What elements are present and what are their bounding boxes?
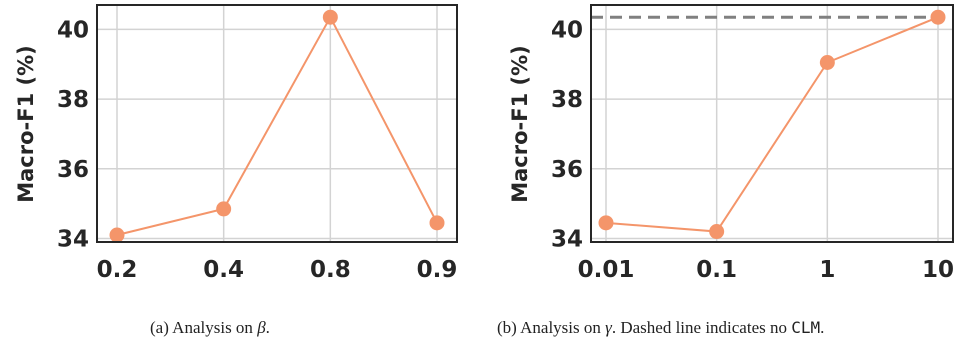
data-point <box>216 201 232 217</box>
series-line-path <box>605 16 939 233</box>
y-tick-label: 34 <box>551 227 583 253</box>
x-tick-label: 0.2 <box>97 257 138 283</box>
chart-panel-a: Macro-F1 (%) 34 36 38 40 0.2 0.4 0.8 0.9 <box>14 4 458 283</box>
x-tick-label: 1 <box>819 257 835 283</box>
y-tick-label: 38 <box>57 87 89 113</box>
x-tick-labels: 0.01 0.1 1 10 <box>578 257 954 283</box>
plot-frame <box>590 4 954 243</box>
x-tick-label: 0.4 <box>203 257 244 283</box>
caption-b-middle: . Dashed line indicates no <box>612 318 791 337</box>
data-point <box>322 9 338 25</box>
x-tick-label: 0.8 <box>310 257 351 283</box>
data-point <box>930 9 946 25</box>
caption-a-suffix: . <box>266 318 270 337</box>
chart-panel-b: Macro-F1 (%) 34 36 38 40 0.01 0.1 1 10 <box>508 4 954 283</box>
y-tick-label: 40 <box>57 17 89 43</box>
caption-b-symbol: γ <box>605 318 613 337</box>
data-point <box>709 224 725 240</box>
caption-a-symbol: β <box>256 318 266 337</box>
gridlines <box>591 5 953 242</box>
y-tick-label: 36 <box>57 157 89 183</box>
caption-b-suffix: . <box>820 318 824 337</box>
y-tick-label: 34 <box>57 227 89 253</box>
x-tick-label: 0.01 <box>578 257 635 283</box>
series-line-path <box>116 15 438 237</box>
gridlines <box>97 5 457 242</box>
caption-b-prefix: (b) Analysis on <box>497 318 605 337</box>
y-tick-labels: 34 36 38 40 <box>57 17 89 252</box>
x-tick-label: 0.1 <box>696 257 737 283</box>
x-tick-labels: 0.2 0.4 0.8 0.9 <box>97 257 458 283</box>
caption-b: (b) Analysis on γ. Dashed line indicates… <box>497 318 824 337</box>
caption-b-code: CLM <box>791 318 820 337</box>
y-tick-label: 38 <box>551 87 583 113</box>
y-tick-label: 40 <box>551 17 583 43</box>
data-point <box>819 55 835 71</box>
plot-frame <box>96 4 458 243</box>
y-tick-labels: 34 36 38 40 <box>551 17 583 252</box>
data-point <box>598 215 614 231</box>
y-axis-label: Macro-F1 (%) <box>14 45 38 203</box>
caption-a-prefix: (a) Analysis on <box>150 318 257 337</box>
y-tick-label: 36 <box>551 157 583 183</box>
caption-a: (a) Analysis on β. <box>150 318 270 337</box>
data-point <box>429 215 445 231</box>
y-axis-label: Macro-F1 (%) <box>508 45 532 203</box>
x-tick-label: 0.9 <box>417 257 458 283</box>
x-tick-label: 10 <box>922 257 954 283</box>
data-points <box>109 9 445 243</box>
data-points <box>598 9 946 240</box>
data-point <box>109 227 125 243</box>
